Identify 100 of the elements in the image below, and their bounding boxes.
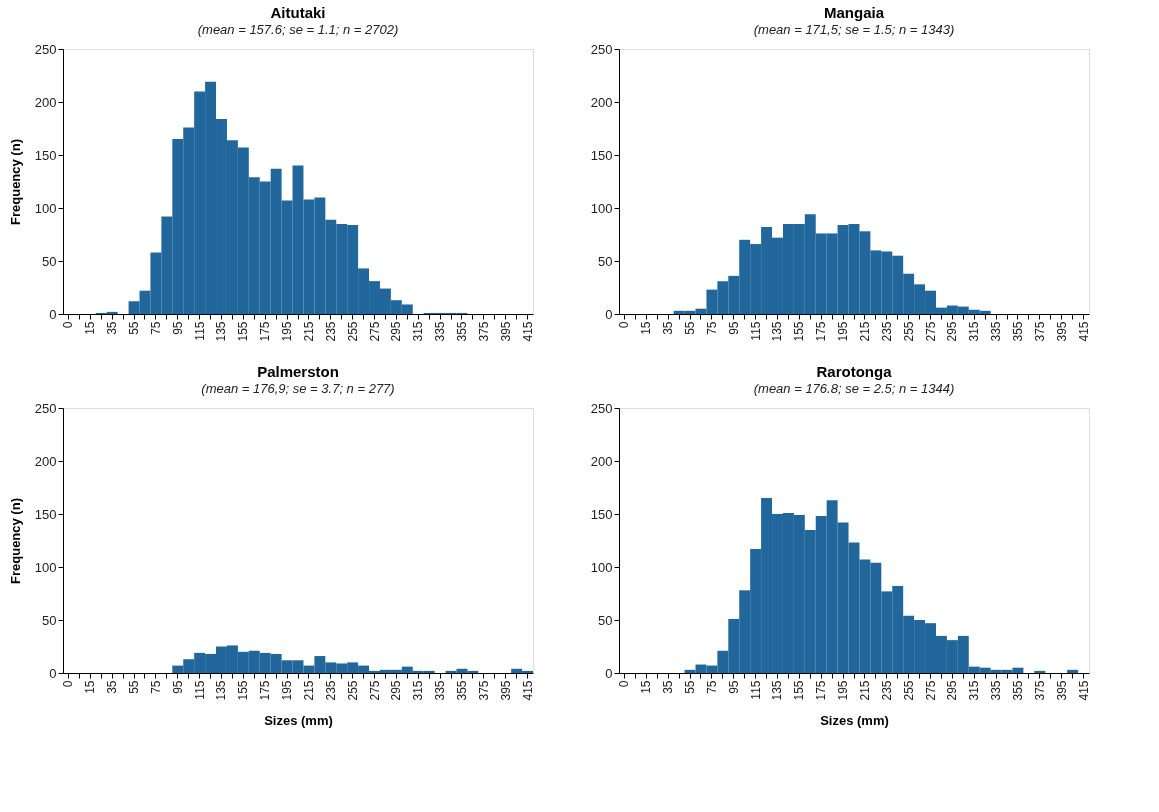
x-tick-label: 395 bbox=[1054, 321, 1069, 342]
x-tick-label: 0 bbox=[61, 321, 76, 329]
x-tick-label: 75 bbox=[148, 321, 163, 335]
x-tick-label: 155 bbox=[236, 321, 251, 342]
x-tick-label: 275 bbox=[367, 680, 382, 701]
x-tick-label: 95 bbox=[170, 321, 185, 335]
y-tick-label: 50 bbox=[598, 612, 613, 628]
x-tick-label: 195 bbox=[836, 321, 851, 342]
x-tick-label: 395 bbox=[1054, 680, 1069, 701]
x-tick-label: 35 bbox=[105, 680, 120, 694]
x-tick-label: 115 bbox=[748, 321, 763, 341]
x-tick-label: 335 bbox=[433, 680, 448, 701]
chart-subtitle: (mean = 176.8; se = 2.5; n = 1344) bbox=[753, 381, 955, 396]
x-tick-label: 335 bbox=[989, 680, 1004, 701]
x-tick-label: 195 bbox=[280, 321, 295, 342]
x-tick-label: 115 bbox=[748, 680, 763, 700]
y-tick-label: 250 bbox=[590, 400, 613, 416]
x-tick-label: 215 bbox=[301, 321, 316, 342]
x-axis-title: Sizes (mm) bbox=[264, 712, 333, 728]
x-tick-label: 195 bbox=[836, 680, 851, 701]
x-tick-label: 0 bbox=[617, 321, 632, 329]
x-tick-label: 135 bbox=[770, 680, 785, 701]
x-tick-label: 415 bbox=[1076, 680, 1091, 701]
x-tick-label: 375 bbox=[476, 321, 491, 342]
x-tick-label: 95 bbox=[726, 680, 741, 694]
y-tick-label: 50 bbox=[598, 253, 613, 269]
y-tick-label: 250 bbox=[34, 41, 57, 57]
y-tick-label: 100 bbox=[34, 200, 57, 216]
y-tick-label: 200 bbox=[34, 94, 57, 110]
x-tick-label: 395 bbox=[498, 321, 513, 342]
y-tick-label: 150 bbox=[590, 147, 613, 163]
y-tick-label: 100 bbox=[34, 559, 57, 575]
y-tick-label: 250 bbox=[590, 41, 613, 57]
chart-title: Mangaia bbox=[823, 4, 885, 21]
x-tick-label: 115 bbox=[192, 321, 207, 341]
x-tick-label: 155 bbox=[236, 680, 251, 701]
x-tick-label: 195 bbox=[280, 680, 295, 701]
y-tick-label: 50 bbox=[42, 612, 57, 628]
y-tick-label: 100 bbox=[590, 200, 613, 216]
x-tick-label: 15 bbox=[639, 321, 654, 335]
x-tick-label: 375 bbox=[476, 680, 491, 701]
x-tick-label: 75 bbox=[148, 680, 163, 694]
y-tick-label: 200 bbox=[590, 453, 613, 469]
x-tick-label: 175 bbox=[814, 680, 829, 701]
y-axis-title: Frequency (n) bbox=[7, 139, 23, 225]
x-tick-label: 335 bbox=[433, 321, 448, 342]
x-tick-label: 235 bbox=[323, 321, 338, 342]
x-tick-label: 15 bbox=[83, 680, 98, 694]
x-tick-label: 155 bbox=[792, 321, 807, 342]
x-tick-label: 0 bbox=[61, 680, 76, 688]
x-tick-label: 355 bbox=[454, 321, 469, 342]
x-tick-label: 75 bbox=[704, 680, 719, 694]
x-tick-label: 395 bbox=[498, 680, 513, 701]
x-tick-label: 215 bbox=[857, 321, 872, 342]
x-tick-label: 15 bbox=[83, 321, 98, 335]
x-tick-label: 315 bbox=[411, 321, 426, 342]
x-axis-title: Sizes (mm) bbox=[820, 712, 889, 728]
x-tick-label: 55 bbox=[127, 321, 142, 335]
x-tick-label: 355 bbox=[1010, 321, 1025, 342]
x-tick-label: 55 bbox=[683, 680, 698, 694]
x-tick-label: 55 bbox=[683, 321, 698, 335]
x-tick-label: 35 bbox=[105, 321, 120, 335]
x-tick-label: 415 bbox=[1076, 321, 1091, 342]
chart-subtitle: (mean = 171,5; se = 1.5; n = 1343) bbox=[753, 22, 955, 37]
x-tick-label: 215 bbox=[301, 680, 316, 701]
x-tick-label: 95 bbox=[726, 321, 741, 335]
x-tick-label: 0 bbox=[617, 680, 632, 688]
y-axis-title: Frequency (n) bbox=[7, 498, 23, 584]
x-tick-label: 295 bbox=[945, 680, 960, 701]
x-tick-label: 255 bbox=[901, 680, 916, 701]
y-tick-label: 50 bbox=[42, 253, 57, 269]
x-tick-label: 135 bbox=[770, 321, 785, 342]
y-tick-label: 150 bbox=[590, 506, 613, 522]
x-tick-label: 15 bbox=[639, 680, 654, 694]
x-tick-label: 175 bbox=[258, 321, 273, 342]
x-tick-label: 295 bbox=[389, 321, 404, 342]
x-tick-label: 255 bbox=[901, 321, 916, 342]
x-tick-label: 235 bbox=[323, 680, 338, 701]
x-tick-label: 135 bbox=[214, 321, 229, 342]
x-tick-label: 175 bbox=[814, 321, 829, 342]
x-tick-label: 275 bbox=[367, 321, 382, 342]
x-tick-label: 215 bbox=[857, 680, 872, 701]
chart-title: Palmerston bbox=[257, 363, 339, 380]
x-tick-label: 355 bbox=[454, 680, 469, 701]
x-tick-label: 295 bbox=[389, 680, 404, 701]
x-tick-label: 275 bbox=[923, 680, 938, 701]
x-tick-label: 335 bbox=[989, 321, 1004, 342]
y-tick-label: 250 bbox=[34, 400, 57, 416]
x-tick-label: 55 bbox=[127, 680, 142, 694]
x-tick-label: 255 bbox=[345, 680, 360, 701]
x-tick-label: 275 bbox=[923, 321, 938, 342]
x-tick-label: 75 bbox=[704, 321, 719, 335]
x-tick-label: 355 bbox=[1010, 680, 1025, 701]
y-tick-label: 200 bbox=[590, 94, 613, 110]
chart-subtitle: (mean = 176,9; se = 3.7; n = 277) bbox=[201, 381, 395, 396]
x-tick-label: 175 bbox=[258, 680, 273, 701]
x-tick-label: 115 bbox=[192, 680, 207, 700]
x-tick-label: 315 bbox=[967, 321, 982, 342]
chart-title: Aitutaki bbox=[270, 4, 326, 21]
x-tick-label: 295 bbox=[945, 321, 960, 342]
